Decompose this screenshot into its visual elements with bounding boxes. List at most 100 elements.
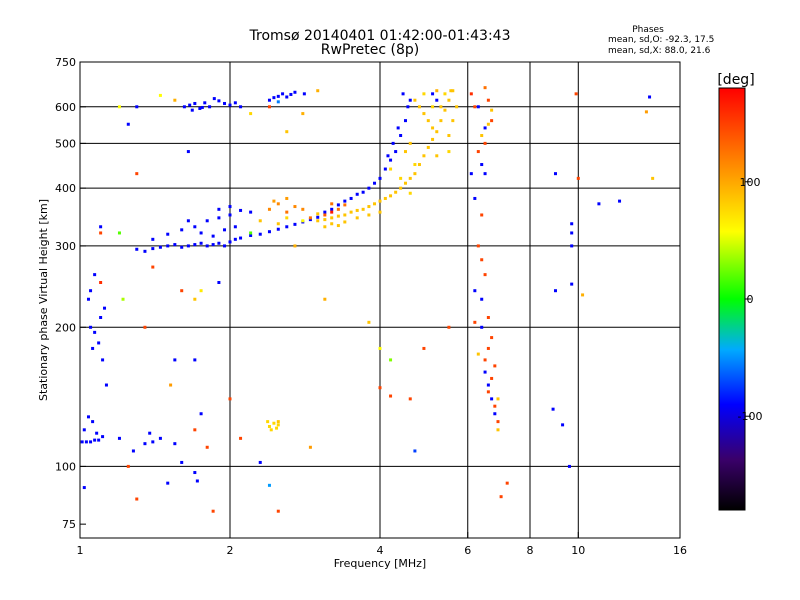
data-point [289,93,292,96]
data-point [193,471,196,474]
data-point [200,242,203,245]
data-point [91,347,94,350]
data-point [484,371,487,374]
y-tick-label: 400 [55,182,76,195]
data-point [490,397,493,400]
data-point [135,172,138,175]
stats-o-mode: mean, sd,O: -92.3, 17.5 [608,35,714,45]
data-point [473,197,476,200]
data-point [187,244,190,247]
x-tick-label: 2 [227,544,234,557]
data-point [490,377,493,380]
chart-subtitle: RwPretec (8p) [321,42,419,58]
x-tick-label: 6 [464,544,471,557]
data-point [323,211,326,214]
colorbar-tick-label: 100 [740,176,761,189]
data-point [151,266,154,269]
data-point [404,182,407,185]
data-point [118,437,121,440]
data-point [477,353,480,356]
data-point [431,126,434,129]
colorbar-tick-label: -100 [738,410,763,423]
y-tick-label: 100 [55,460,76,473]
data-point [389,194,392,197]
data-point [389,358,392,361]
data-point [229,240,232,243]
data-point [285,197,288,200]
data-point [217,216,220,219]
data-point [343,203,346,206]
data-point [127,123,130,126]
data-point [229,397,232,400]
data-point [399,187,402,190]
data-point [183,105,186,108]
data-point [277,222,280,225]
data-point [480,258,483,261]
data-point [487,390,490,393]
data-point [397,126,400,129]
data-point [399,134,402,137]
data-point [81,440,84,443]
data-point [435,130,438,133]
data-point [330,222,333,225]
data-point [413,449,416,452]
data-point [268,484,271,487]
colorbar-tick-label: 0 [747,293,754,306]
data-point [187,219,190,222]
data-point [480,298,483,301]
data-point [577,177,580,180]
data-point [105,384,108,387]
data-point [413,163,416,166]
data-point [379,177,382,180]
data-point [404,150,407,153]
data-point [350,211,353,214]
data-point [143,250,146,253]
data-point [581,293,584,296]
data-point [132,449,135,452]
data-point [93,331,96,334]
data-point [648,95,651,98]
data-point [356,216,359,219]
data-point [122,298,125,301]
data-point [337,203,340,206]
data-point [206,446,209,449]
data-point [223,102,226,105]
data-point [293,205,296,208]
data-point [480,326,483,329]
data-point [316,212,319,215]
data-point [379,211,382,214]
data-point [234,225,237,228]
data-point [496,397,499,400]
data-point [402,92,405,95]
data-point [93,273,96,276]
data-point [651,177,654,180]
data-point [249,112,252,115]
data-point [95,432,98,435]
data-point [277,510,280,513]
data-point [413,172,416,175]
data-point [187,150,190,153]
data-point [223,228,226,231]
data-point [135,498,138,501]
data-point [337,208,340,211]
data-point [422,92,425,95]
data-point [118,231,121,234]
data-point [409,192,412,195]
data-point [490,109,493,112]
data-point [229,213,232,216]
data-point [259,219,262,222]
data-point [193,225,196,228]
data-point [272,200,275,203]
data-point [259,461,262,464]
data-point [570,222,573,225]
data-point [191,109,194,112]
colorbar [719,88,745,510]
data-point [389,395,392,398]
data-point [173,442,176,445]
x-tick-label: 4 [377,544,384,557]
data-point [496,428,499,431]
data-point [285,130,288,133]
data-point [379,200,382,203]
data-point [484,172,487,175]
data-point [85,440,88,443]
